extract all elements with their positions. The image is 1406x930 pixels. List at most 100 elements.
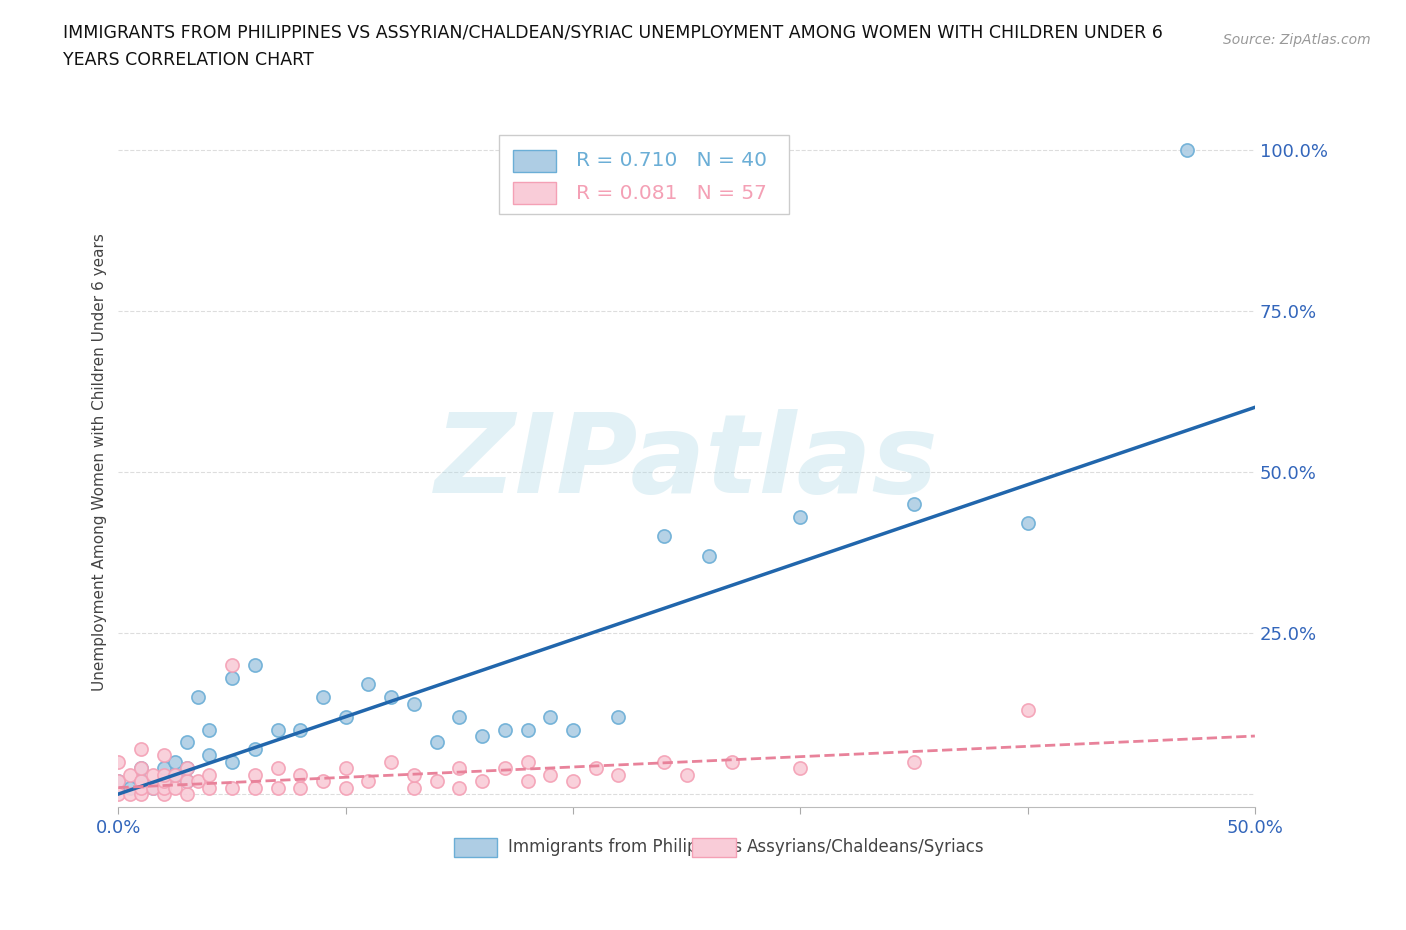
Point <box>187 774 209 789</box>
Point <box>607 767 630 782</box>
Point <box>176 774 198 789</box>
Point <box>153 774 176 789</box>
Point <box>675 767 697 782</box>
Point <box>290 767 312 782</box>
Point <box>129 741 152 756</box>
FancyBboxPatch shape <box>454 838 496 857</box>
Point <box>721 754 744 769</box>
Point <box>471 728 494 743</box>
Point <box>243 658 266 672</box>
Point <box>380 690 402 705</box>
Point <box>607 710 630 724</box>
Point <box>118 780 141 795</box>
Point <box>516 774 538 789</box>
Point <box>494 722 516 737</box>
Point <box>176 761 198 776</box>
Point <box>652 754 675 769</box>
Point <box>153 748 176 763</box>
Text: Assyrians/Chaldeans/Syriacs: Assyrians/Chaldeans/Syriacs <box>747 838 984 856</box>
Point <box>221 754 243 769</box>
Text: IMMIGRANTS FROM PHILIPPINES VS ASSYRIAN/CHALDEAN/SYRIAC UNEMPLOYMENT AMONG WOMEN: IMMIGRANTS FROM PHILIPPINES VS ASSYRIAN/… <box>63 23 1163 41</box>
Y-axis label: Unemployment Among Women with Children Under 6 years: Unemployment Among Women with Children U… <box>93 233 107 691</box>
Point <box>221 671 243 685</box>
Point <box>129 787 152 802</box>
Point <box>153 774 176 789</box>
Point <box>426 774 449 789</box>
Point <box>153 780 176 795</box>
Point <box>243 741 266 756</box>
Point <box>290 722 312 737</box>
Point <box>153 787 176 802</box>
Point <box>494 761 516 776</box>
Text: R = 0.710   N = 40: R = 0.710 N = 40 <box>576 152 768 170</box>
Point <box>107 774 129 789</box>
Point <box>176 787 198 802</box>
Point <box>198 722 221 737</box>
Text: Immigrants from Philippines: Immigrants from Philippines <box>508 838 742 856</box>
Point <box>118 787 141 802</box>
Point <box>335 710 357 724</box>
Point <box>118 767 141 782</box>
Point <box>221 658 243 672</box>
Point <box>312 774 335 789</box>
Point <box>449 780 471 795</box>
Point <box>562 722 585 737</box>
Point <box>357 774 380 789</box>
Point <box>198 748 221 763</box>
Point <box>1017 516 1039 531</box>
Point <box>789 510 811 525</box>
Point <box>243 767 266 782</box>
Point <box>266 780 288 795</box>
Point <box>153 761 176 776</box>
Point <box>266 761 288 776</box>
Point <box>176 735 198 750</box>
Point <box>165 767 187 782</box>
Point <box>699 548 721 563</box>
Text: Source: ZipAtlas.com: Source: ZipAtlas.com <box>1223 33 1371 46</box>
Point <box>903 754 925 769</box>
Point <box>652 529 675 544</box>
Point <box>1017 703 1039 718</box>
Point <box>335 780 357 795</box>
Point <box>165 767 187 782</box>
FancyBboxPatch shape <box>513 150 555 172</box>
FancyBboxPatch shape <box>692 838 735 857</box>
Point <box>290 780 312 795</box>
Point <box>335 761 357 776</box>
Point <box>221 780 243 795</box>
Point <box>380 754 402 769</box>
Point <box>187 690 209 705</box>
Point <box>141 780 163 795</box>
Point <box>129 761 152 776</box>
Point <box>312 690 335 705</box>
Point <box>198 780 221 795</box>
Point <box>426 735 449 750</box>
Point <box>153 767 176 782</box>
Point <box>903 497 925 512</box>
Point <box>141 780 163 795</box>
Point <box>402 697 425 711</box>
Text: ZIPatlas: ZIPatlas <box>434 408 939 515</box>
Point <box>585 761 607 776</box>
Point <box>198 767 221 782</box>
Point <box>243 780 266 795</box>
Point <box>176 774 198 789</box>
Point <box>176 761 198 776</box>
Point <box>165 780 187 795</box>
Point <box>357 677 380 692</box>
Point <box>129 761 152 776</box>
Point <box>129 780 152 795</box>
Point <box>165 754 187 769</box>
Point <box>538 767 561 782</box>
Point <box>266 722 288 737</box>
Point <box>129 774 152 789</box>
Point <box>516 722 538 737</box>
Point <box>141 767 163 782</box>
Point <box>107 774 129 789</box>
Point <box>789 761 811 776</box>
Point <box>449 710 471 724</box>
Point <box>538 710 561 724</box>
FancyBboxPatch shape <box>499 135 789 214</box>
Point <box>562 774 585 789</box>
Point <box>449 761 471 776</box>
